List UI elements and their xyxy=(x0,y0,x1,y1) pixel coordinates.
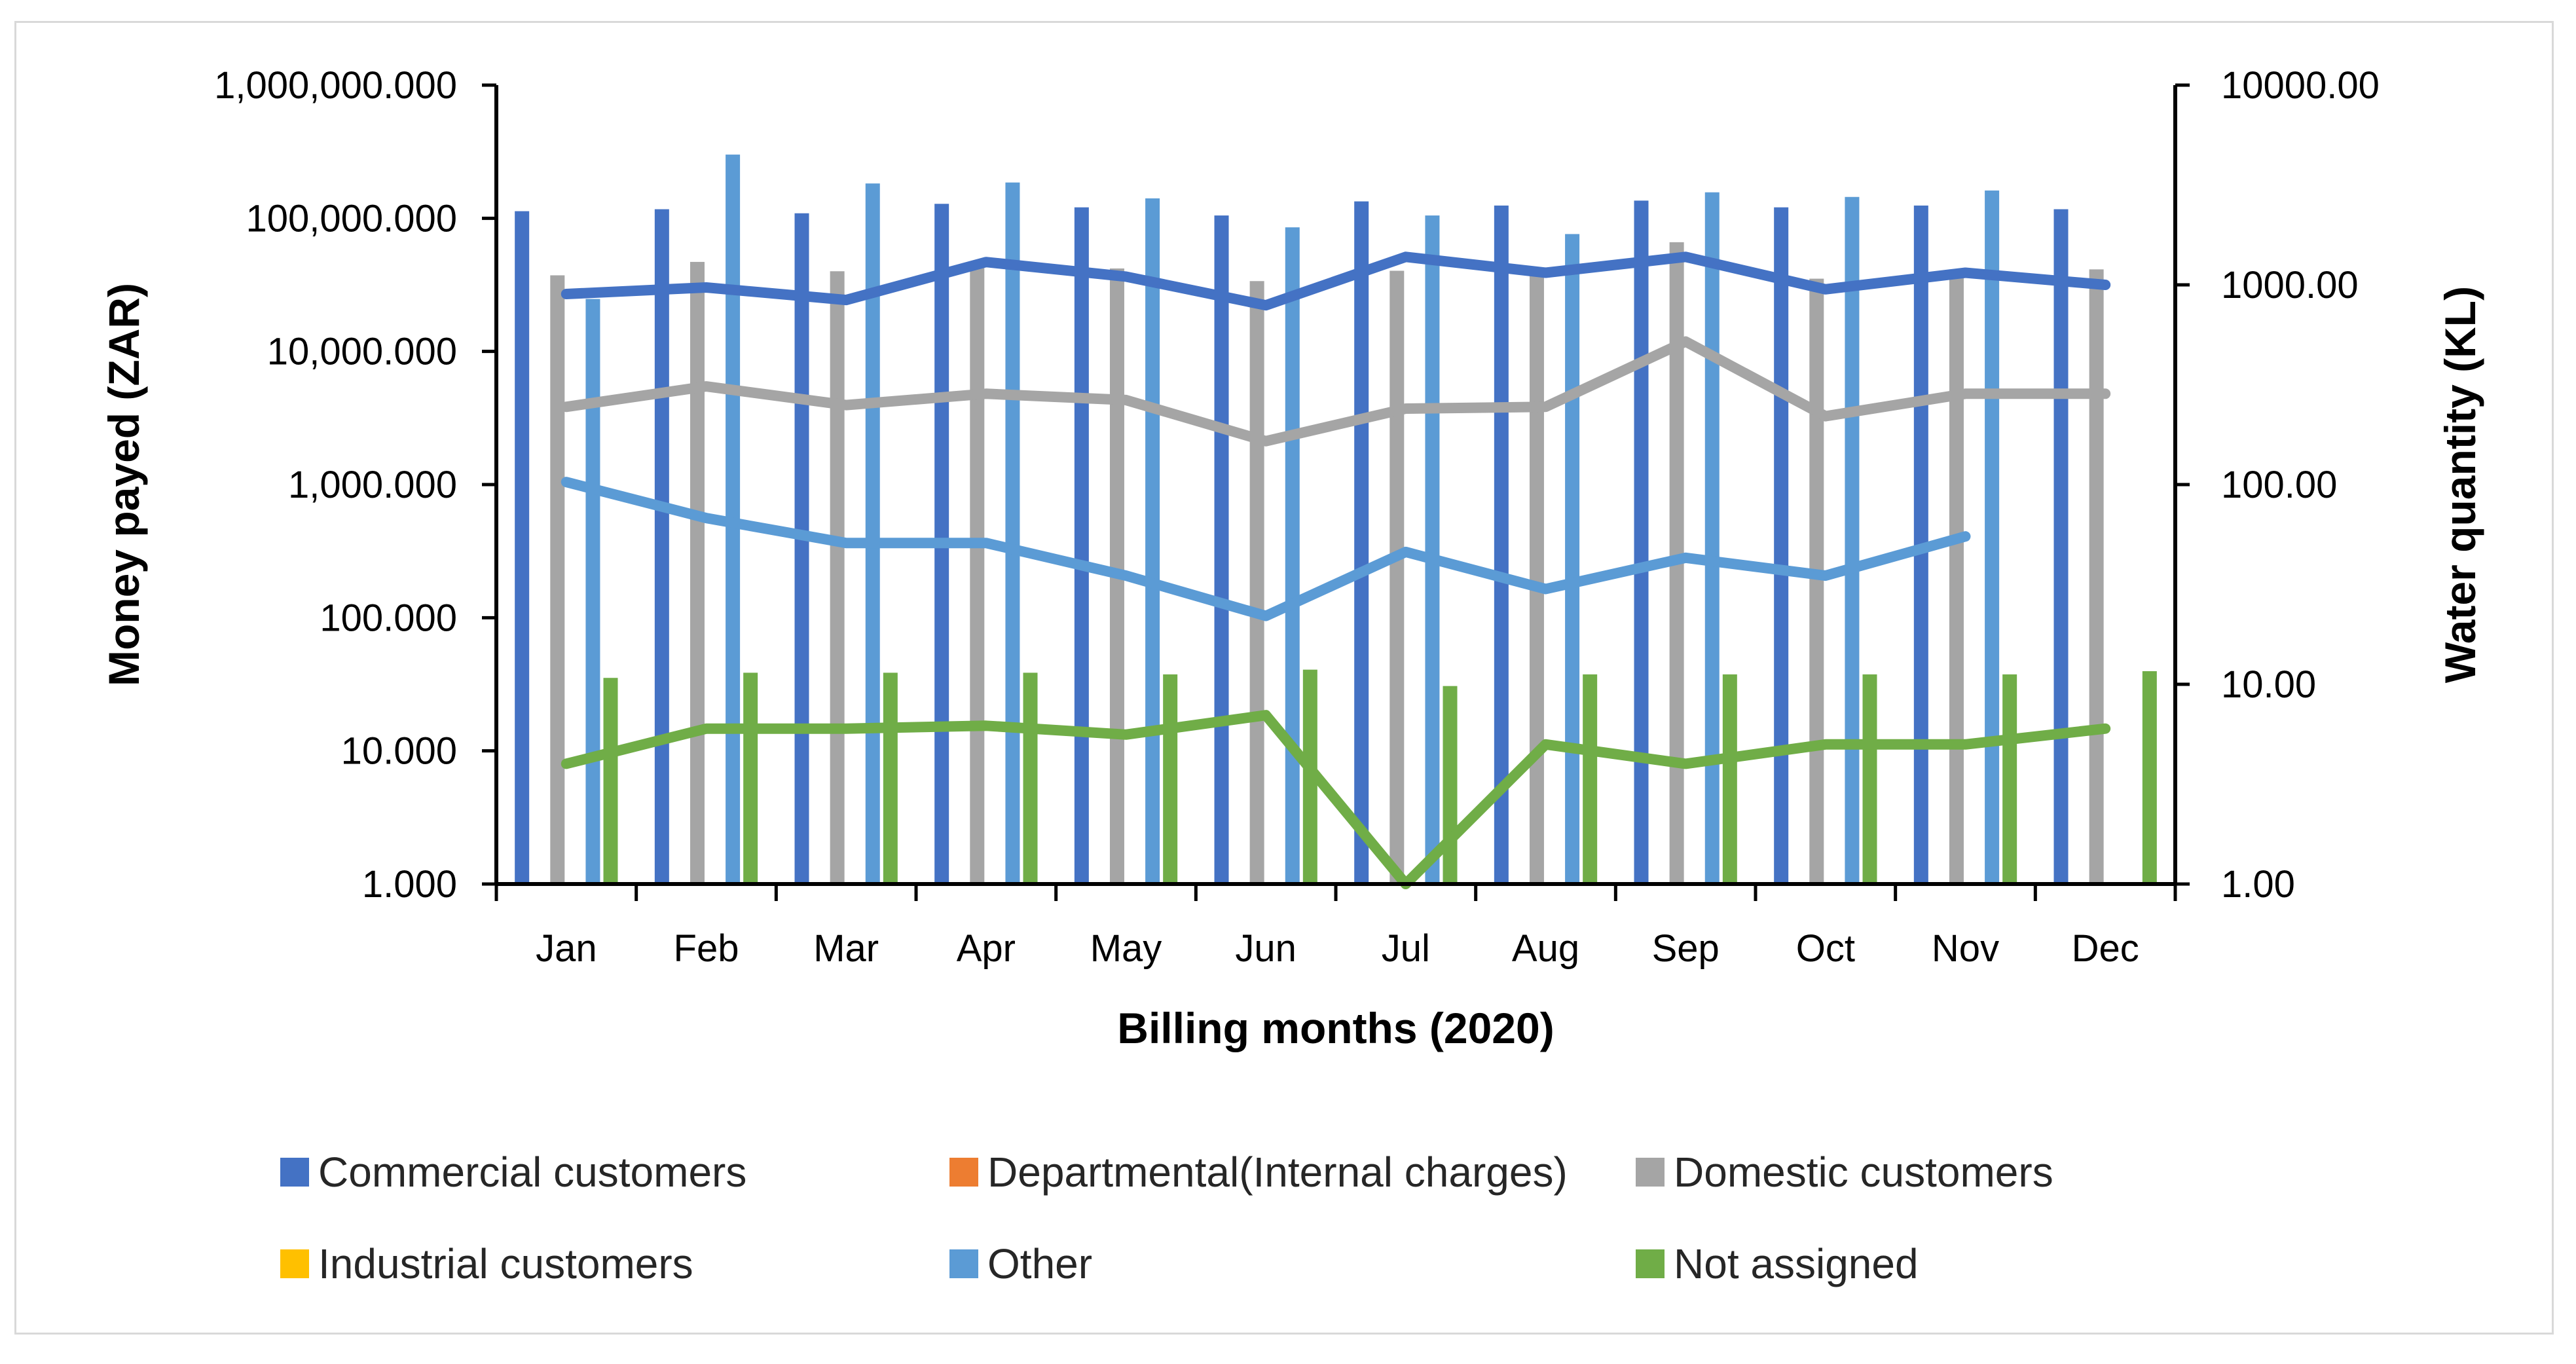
legend-label: Not assigned xyxy=(1674,1240,1919,1287)
lines-layer xyxy=(561,251,2111,889)
bar-commercial-customers-sep xyxy=(1634,200,1649,885)
bar-domestic-customers-jun xyxy=(1249,281,1264,885)
bar-other-oct xyxy=(1845,196,1860,884)
bar-domestic-customers-dec xyxy=(2089,269,2104,884)
x-tick-label: Dec xyxy=(2072,927,2139,970)
legend-label: Other xyxy=(987,1240,1092,1287)
legend-swatch xyxy=(280,1158,309,1187)
bar-other-apr xyxy=(1005,182,1020,884)
legend-item-other: Other xyxy=(949,1240,1092,1287)
bar-other-jun xyxy=(1285,227,1300,885)
legend-swatch xyxy=(1636,1249,1665,1278)
y-tick-label: 10,000.000 xyxy=(267,331,457,373)
y-tick-label: 100.000 xyxy=(320,597,457,639)
x-tick-label: Oct xyxy=(1796,927,1855,970)
x-axis-title: Billing months (2020) xyxy=(1117,1004,1554,1052)
line-other xyxy=(561,477,1971,621)
y2-tick-label: 100.00 xyxy=(2221,464,2337,506)
bar-domestic-customers-jan xyxy=(550,275,565,885)
bar-commercial-customers-feb xyxy=(654,209,669,884)
bar-commercial-customers-aug xyxy=(1494,205,1509,885)
bar-not-assigned-feb xyxy=(743,673,758,884)
y2-axis-title: Water quantity (KL) xyxy=(2436,286,2484,683)
y-tick-label: 10.000 xyxy=(341,730,457,773)
legend: Commercial customers Departmental(Interna… xyxy=(280,1149,2053,1287)
bar-domestic-customers-mar xyxy=(830,271,845,884)
legend-label: Domestic customers xyxy=(1674,1149,2053,1196)
legend-item-industrial-customers: Industrial customers xyxy=(280,1240,693,1287)
line-not-assigned xyxy=(561,710,2111,889)
bar-not-assigned-mar xyxy=(883,673,898,884)
legend-swatch xyxy=(280,1249,309,1278)
bar-commercial-customers-jan xyxy=(515,211,530,885)
legend-item-departmental-internal-charges: Departmental(Internal charges) xyxy=(949,1149,1568,1196)
bar-domestic-customers-jul xyxy=(1389,270,1405,884)
x-tick-label: Aug xyxy=(1512,927,1579,970)
bar-not-assigned-apr xyxy=(1023,673,1038,884)
bar-other-jan xyxy=(585,299,600,885)
legend-item-commercial-customers: Commercial customers xyxy=(280,1149,746,1196)
bar-other-jul xyxy=(1425,215,1440,885)
bar-domestic-customers-apr xyxy=(970,266,985,884)
ticks-layer: 1.000 10.000 100.000 1,000.000 10,000.000 100… xyxy=(214,64,2380,970)
bar-domestic-customers-feb xyxy=(690,261,705,884)
legend-label: Commercial customers xyxy=(318,1149,746,1196)
bar-other-nov xyxy=(1985,190,2000,884)
legend-label: Departmental(Internal charges) xyxy=(987,1149,1568,1196)
bar-other-mar xyxy=(865,183,880,884)
y-tick-label: 1.000 xyxy=(362,863,457,906)
bar-commercial-customers-dec xyxy=(2053,209,2069,884)
x-tick-label: Jul xyxy=(1382,927,1430,970)
x-tick-label: Jan xyxy=(536,927,597,970)
line-commercial-customers xyxy=(561,251,2111,311)
legend-swatch xyxy=(949,1249,978,1278)
y2-tick-label: 10.00 xyxy=(2221,663,2316,706)
bar-not-assigned-dec xyxy=(2142,671,2157,884)
x-tick-label: Mar xyxy=(813,927,879,970)
x-tick-label: Apr xyxy=(957,927,1016,970)
legend-swatch xyxy=(1636,1158,1665,1187)
legend-swatch xyxy=(949,1158,978,1187)
bar-commercial-customers-jul xyxy=(1354,201,1369,884)
bar-not-assigned-jan xyxy=(603,678,618,884)
bar-not-assigned-may xyxy=(1163,674,1178,884)
x-tick-label: Nov xyxy=(1932,927,1999,970)
legend-item-domestic-customers: Domestic customers xyxy=(1636,1149,2053,1196)
bar-not-assigned-aug xyxy=(1583,674,1598,884)
x-tick-label: Jun xyxy=(1235,927,1297,970)
x-tick-label: Feb xyxy=(674,927,739,970)
bar-not-assigned-nov xyxy=(2002,674,2017,884)
bar-other-sep xyxy=(1704,192,1720,885)
x-tick-label: May xyxy=(1090,927,1162,970)
y-tick-label: 1,000.000 xyxy=(288,464,457,506)
chart-frame xyxy=(14,21,2554,1335)
line-domestic-customers xyxy=(561,336,2111,447)
bar-commercial-customers-may xyxy=(1074,207,1089,884)
bar-not-assigned-sep xyxy=(1722,674,1737,884)
bar-domestic-customers-oct xyxy=(1809,278,1824,884)
bar-not-assigned-jul xyxy=(1443,686,1458,884)
bar-domestic-customers-aug xyxy=(1529,268,1544,885)
bar-not-assigned-oct xyxy=(1862,674,1877,884)
bar-other-may xyxy=(1145,198,1160,884)
bar-domestic-customers-nov xyxy=(1949,269,1964,884)
y2-tick-label: 1000.00 xyxy=(2221,264,2359,306)
bar-commercial-customers-jun xyxy=(1214,215,1229,885)
y-tick-label: 1,000,000.000 xyxy=(214,64,457,107)
y-axis-title: Money payed (ZAR) xyxy=(100,283,148,686)
bar-commercial-customers-oct xyxy=(1774,207,1789,884)
legend-item-not-assigned: Not assigned xyxy=(1636,1240,1919,1287)
y2-tick-label: 1.00 xyxy=(2221,863,2295,906)
bars-layer xyxy=(515,155,2157,885)
y2-tick-label: 10000.00 xyxy=(2221,64,2380,107)
legend-label: Industrial customers xyxy=(318,1240,693,1287)
y-tick-label: 100,000.000 xyxy=(246,197,457,240)
titles-layer: Billing months (2020) Money payed (ZAR) … xyxy=(100,283,2484,1052)
bar-commercial-customers-mar xyxy=(794,213,809,885)
x-tick-label: Sep xyxy=(1652,927,1720,970)
bar-other-aug xyxy=(1565,234,1580,884)
